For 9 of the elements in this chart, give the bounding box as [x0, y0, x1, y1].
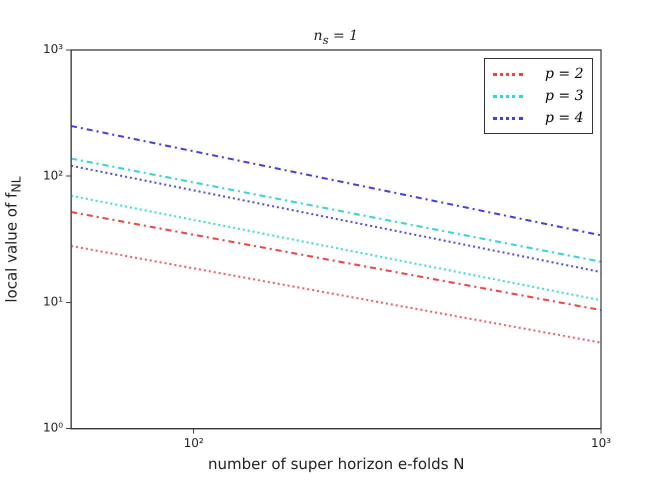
legend-label: p = 2 [545, 66, 584, 82]
legend-label: p = 3 [545, 88, 584, 104]
y-tick-label: 10⁰ [42, 420, 64, 435]
chart-title: n$_{s}$ = 1 [314, 28, 358, 47]
y-tick-label: 10³ [42, 42, 64, 56]
x-axis-title: number of super horizon e-folds N [208, 454, 465, 473]
y-tick-label: 10² [42, 168, 64, 182]
y-tick-label: 10¹ [42, 294, 64, 309]
legend-label: p = 4 [545, 110, 584, 126]
